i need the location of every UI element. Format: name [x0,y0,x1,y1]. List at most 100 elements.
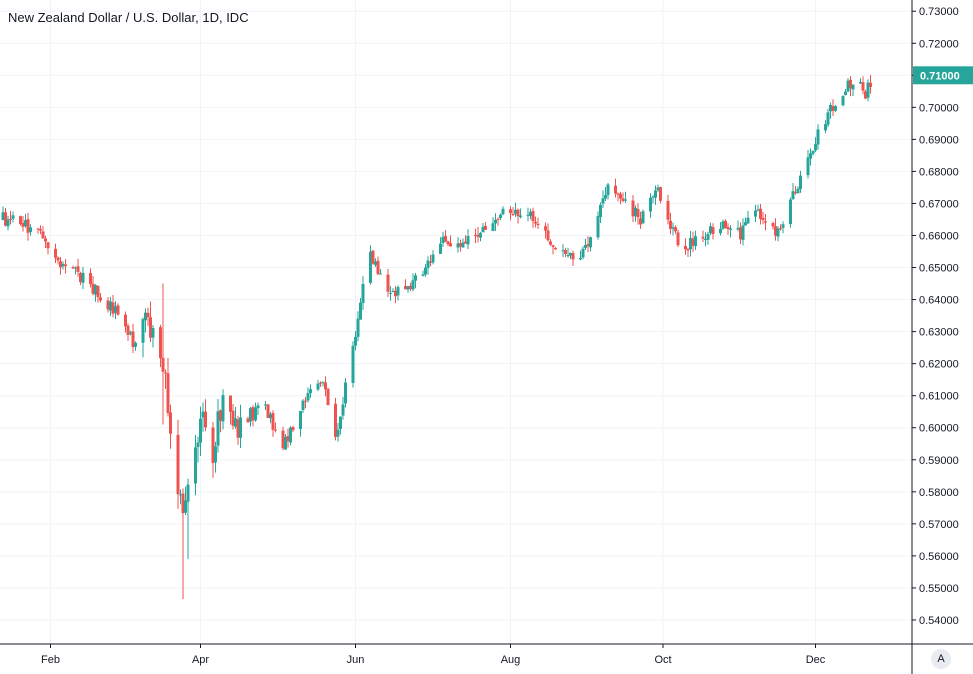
candle-body [431,254,435,263]
candle-body [176,434,180,495]
candle-body [271,413,275,430]
candle-body [39,229,42,231]
candle-body [474,234,477,236]
candle-body [779,228,782,230]
candle-body [394,290,397,297]
candle-body [351,345,355,383]
candle-body [624,199,627,201]
candle-body [484,225,487,230]
candle-body [44,238,47,242]
candle-body [736,227,740,230]
candle-body [516,209,520,217]
candle-body [309,389,312,394]
candle-body [99,297,102,301]
candle-body [844,91,847,96]
candle-body [301,400,305,411]
candle-body [551,245,555,247]
candle-body [186,484,190,502]
candle-body [74,267,77,269]
candle-body [266,404,270,418]
candle-body [304,400,307,402]
y-tick-label: 0.56000 [919,551,959,563]
candle-body [59,261,62,268]
candle-body [746,217,750,224]
candle-body [446,241,450,245]
candle-body [391,290,395,292]
candle-body [759,208,762,219]
candle-body [441,236,445,244]
candle-body [841,96,845,106]
candle-body [586,244,590,247]
candle-body [656,187,660,191]
candle-body [409,285,412,290]
candle-body [771,223,775,227]
candle-body [511,213,515,215]
candle-body [149,317,152,338]
candle-body [54,248,57,258]
candle-body [146,312,150,318]
candle-body [744,222,747,226]
candle-body [234,418,237,427]
candle-body [689,238,692,250]
y-tick-label: 0.57000 [919,519,959,531]
candle-body [236,419,240,438]
candle-body [639,218,642,225]
candle-body [666,200,670,220]
candle-body [306,393,310,401]
candle-body [194,447,197,484]
candle-body [534,221,537,224]
candle-body [129,332,132,334]
candle-body [316,383,320,390]
candle-body [204,411,207,428]
candle-body [179,494,182,496]
candle-body [319,382,322,384]
auto-scale-button[interactable]: A [931,649,951,669]
candle-body [811,150,815,154]
candle-body [659,187,662,201]
candle-body [411,280,415,290]
candle-body [606,184,610,196]
candle-body [826,112,830,125]
candle-body [691,238,695,246]
candle-body [251,407,255,421]
candle-body [704,238,707,240]
chart-title: New Zealand Dollar / U.S. Dollar, 1D, ID… [8,10,249,25]
candle-body [326,388,330,406]
candle-body [806,157,810,176]
candle-body [161,357,165,372]
candle-body [461,242,465,248]
candle-body [554,247,557,250]
candle-body [519,215,522,218]
y-tick-label: 0.58000 [919,487,959,499]
candle-body [869,82,872,87]
candle-body [286,436,290,442]
candle-body [849,79,852,89]
candle-body [341,404,345,416]
y-tick-label: 0.63000 [919,327,959,339]
candle-body [256,405,260,409]
y-tick-label: 0.55000 [919,583,959,595]
last-price-badge [913,66,973,85]
candle-body [396,287,400,296]
candle-body [796,188,800,194]
candle-body [131,331,135,348]
candle-body [231,410,235,426]
candle-body [406,286,410,290]
candle-body [671,227,675,229]
candle-body [336,429,340,437]
y-tick-label: 0.61000 [919,391,959,403]
candle-body [76,266,80,272]
candle-body [724,220,727,229]
candle-body [216,411,220,446]
candle-body [561,250,565,252]
candle-body [614,185,617,194]
candle-body [604,195,607,199]
candle-body [589,237,592,248]
candle-body [481,226,485,233]
candle-body [601,198,605,204]
candle-body [641,211,645,224]
candle-body [151,327,155,338]
candle-body [249,408,252,422]
